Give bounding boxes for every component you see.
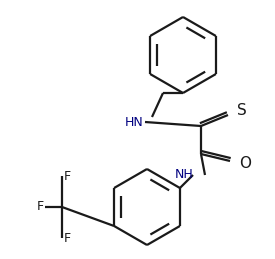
Text: HN: HN — [124, 116, 143, 128]
Text: NH: NH — [174, 169, 193, 182]
Text: F: F — [64, 169, 71, 183]
Text: O: O — [239, 155, 251, 170]
Text: S: S — [237, 103, 247, 118]
Text: F: F — [64, 232, 71, 244]
Text: F: F — [37, 200, 44, 213]
